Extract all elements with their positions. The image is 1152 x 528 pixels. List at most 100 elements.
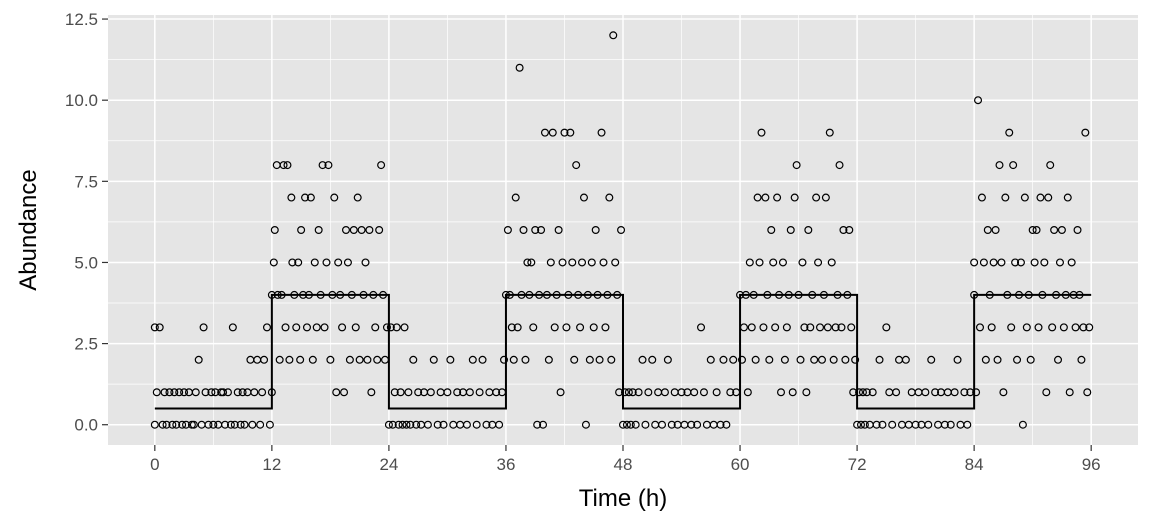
- data-point: [168, 420, 177, 429]
- data-point: [375, 226, 384, 235]
- data-point: [240, 420, 249, 429]
- data-point: [219, 388, 228, 397]
- data-point: [1028, 226, 1037, 235]
- data-point: [1013, 355, 1022, 364]
- data-point: [699, 388, 708, 397]
- data-point: [816, 323, 825, 332]
- data-point: [527, 258, 536, 267]
- data-point: [400, 323, 409, 332]
- data-point: [615, 388, 624, 397]
- data-point: [572, 161, 581, 170]
- data-point: [1048, 323, 1057, 332]
- data-point: [1046, 161, 1055, 170]
- data-point: [290, 290, 299, 299]
- data-point: [468, 355, 477, 364]
- data-point: [269, 258, 278, 267]
- data-point: [170, 388, 179, 397]
- data-point: [591, 226, 600, 235]
- data-point: [546, 258, 555, 267]
- data-point: [1052, 290, 1061, 299]
- data-point: [155, 323, 164, 332]
- data-point: [924, 420, 933, 429]
- data-point: [357, 226, 366, 235]
- data-point: [531, 226, 540, 235]
- data-point: [624, 388, 633, 397]
- data-point: [475, 388, 484, 397]
- data-point: [394, 420, 403, 429]
- data-point: [260, 355, 269, 364]
- y-tick-label: 7.5: [74, 172, 98, 191]
- data-point: [316, 290, 325, 299]
- data-point: [1007, 323, 1016, 332]
- data-point: [314, 226, 323, 235]
- data-point: [250, 388, 259, 397]
- data-point: [308, 355, 317, 364]
- data-point: [953, 355, 962, 364]
- data-point: [798, 258, 807, 267]
- data-point: [888, 420, 897, 429]
- data-point: [172, 420, 181, 429]
- data-point: [262, 323, 271, 332]
- data-point: [1014, 290, 1023, 299]
- data-point: [911, 420, 920, 429]
- data-point: [574, 290, 583, 299]
- data-point: [548, 128, 557, 137]
- data-point: [618, 420, 627, 429]
- data-point: [732, 388, 741, 397]
- data-point: [1077, 355, 1086, 364]
- data-point: [868, 388, 877, 397]
- data-point: [977, 193, 986, 202]
- data-point: [353, 193, 362, 202]
- data-point: [513, 323, 522, 332]
- data-point: [542, 290, 551, 299]
- data-point: [617, 226, 626, 235]
- data-point: [509, 355, 518, 364]
- data-point: [443, 388, 452, 397]
- data-point: [1073, 226, 1082, 235]
- data-point: [839, 226, 848, 235]
- data-point: [997, 258, 1006, 267]
- data-point: [622, 420, 631, 429]
- x-tick-label: 72: [848, 455, 867, 474]
- data-point: [759, 323, 768, 332]
- data-point: [1018, 420, 1027, 429]
- data-point: [478, 355, 487, 364]
- x-axis-title: Time (h): [579, 485, 667, 512]
- data-point: [1024, 290, 1033, 299]
- data-point: [162, 420, 171, 429]
- data-point: [841, 355, 850, 364]
- data-point: [585, 355, 594, 364]
- data-point: [747, 323, 756, 332]
- data-point: [921, 388, 930, 397]
- data-point: [981, 355, 990, 364]
- data-point: [712, 388, 721, 397]
- data-point: [620, 388, 629, 397]
- data-point: [960, 388, 969, 397]
- data-point: [1011, 258, 1020, 267]
- data-point: [552, 290, 561, 299]
- data-point: [999, 388, 1008, 397]
- data-point: [1020, 193, 1029, 202]
- x-tick-label: 84: [965, 455, 984, 474]
- data-point: [501, 290, 510, 299]
- data-point: [843, 290, 852, 299]
- data-point: [706, 355, 715, 364]
- data-point: [1040, 258, 1049, 267]
- data-point: [446, 355, 455, 364]
- data-point: [860, 420, 869, 429]
- data-point: [406, 420, 415, 429]
- data-point: [283, 161, 292, 170]
- data-point: [371, 323, 380, 332]
- data-point: [336, 290, 345, 299]
- data-point: [310, 258, 319, 267]
- data-point: [579, 193, 588, 202]
- data-point: [1003, 290, 1012, 299]
- data-point: [1067, 258, 1076, 267]
- data-point: [641, 420, 650, 429]
- data-point: [817, 355, 826, 364]
- data-point: [1044, 193, 1053, 202]
- data-point: [338, 323, 347, 332]
- data-point: [384, 420, 393, 429]
- data-point: [495, 420, 504, 429]
- data-point: [347, 290, 356, 299]
